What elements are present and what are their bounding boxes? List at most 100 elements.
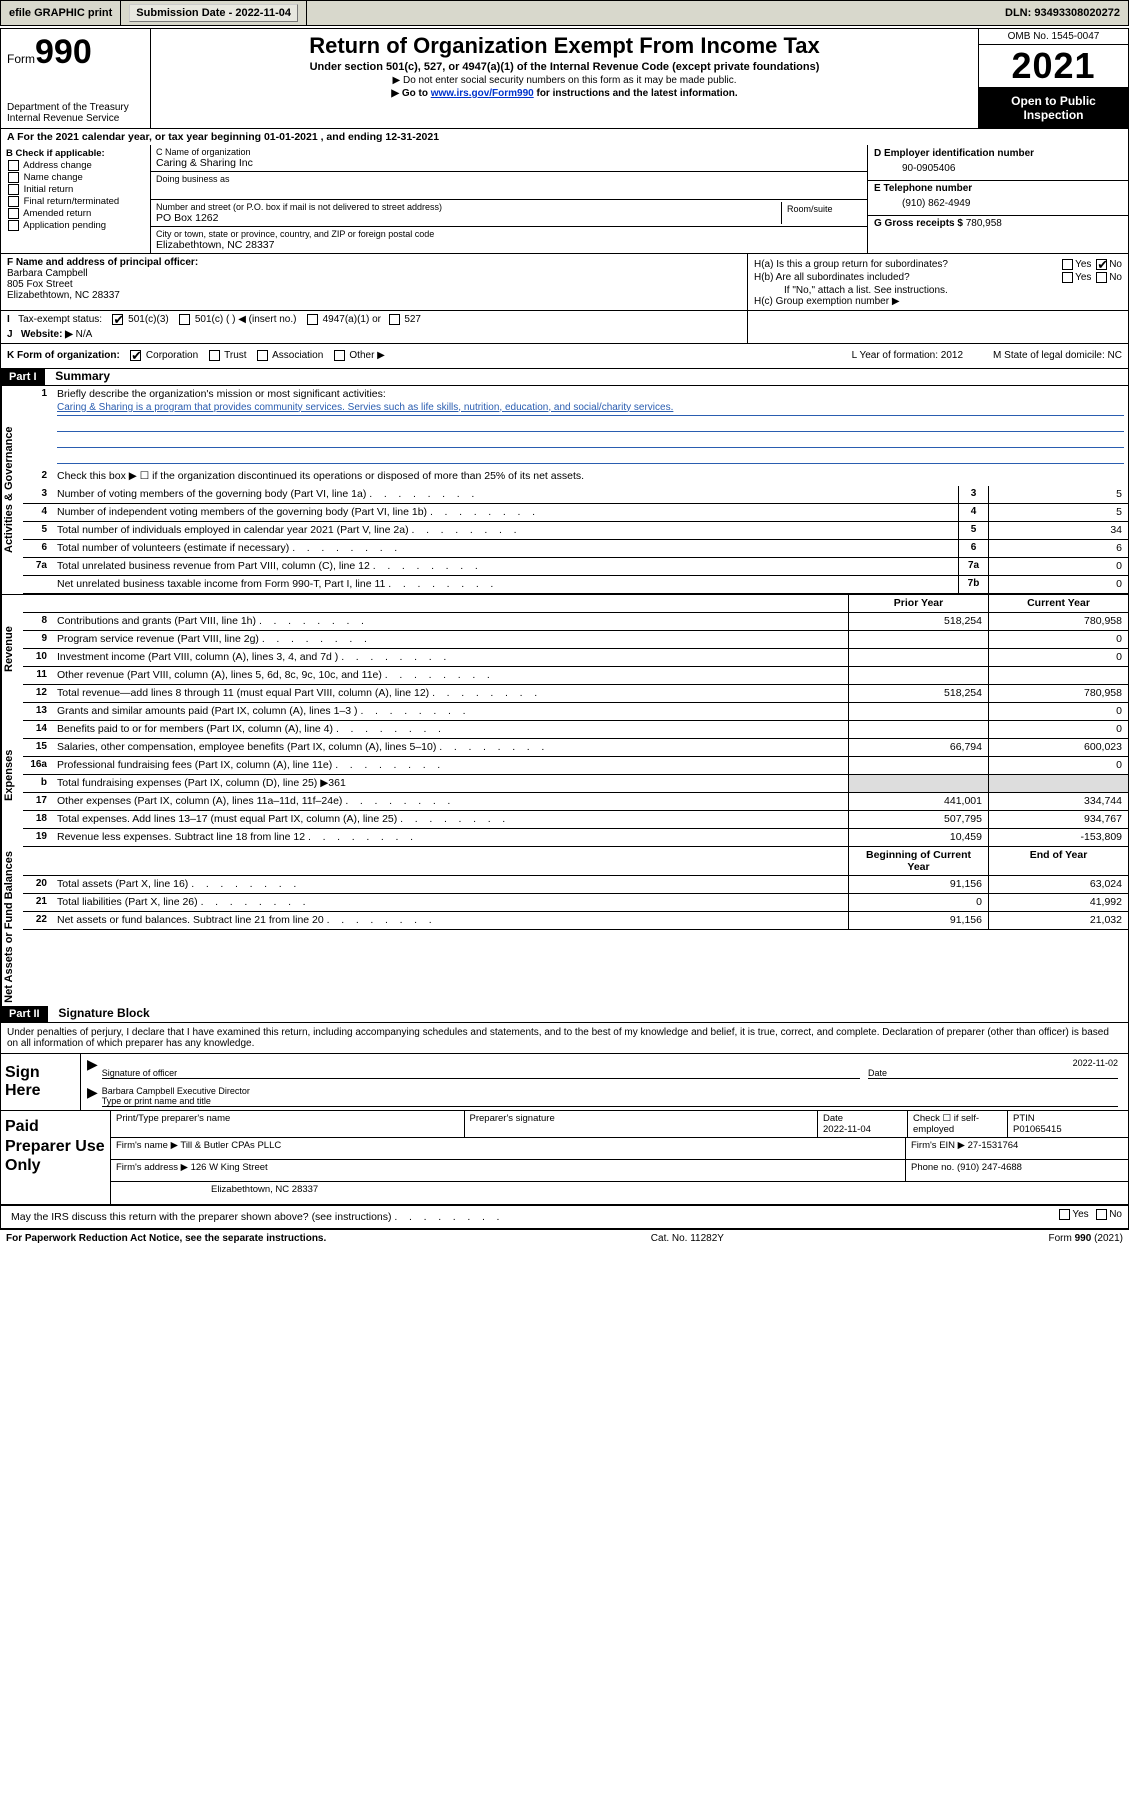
data-row: 16aProfessional fundraising fees (Part I… xyxy=(23,757,1128,775)
tax-year: 2021 xyxy=(979,45,1128,88)
dln: DLN: 93493308020272 xyxy=(997,1,1128,25)
summary-revenue: Revenue Prior Year Current Year 8Contrib… xyxy=(1,594,1128,703)
omb: OMB No. 1545-0047 xyxy=(979,29,1128,45)
topbar: efile GRAPHIC print Submission Date - 20… xyxy=(0,0,1129,26)
open-inspection: Open to Public Inspection xyxy=(979,88,1128,128)
arrow-icon: ▶ xyxy=(87,1056,98,1080)
data-row: 10Investment income (Part VIII, column (… xyxy=(23,649,1128,667)
footer-right: Form 990 (2021) xyxy=(1049,1233,1123,1244)
summary-netassets: Net Assets or Fund Balances Beginning of… xyxy=(1,847,1128,1007)
efile-label: efile GRAPHIC print xyxy=(1,1,121,25)
h-a: H(a) Is this a group return for subordin… xyxy=(754,259,1122,270)
e-label: E Telephone number xyxy=(874,183,1122,194)
vtab-governance: Activities & Governance xyxy=(1,386,23,594)
chk-address-change[interactable]: Address change xyxy=(6,160,145,171)
data-row: 17Other expenses (Part IX, column (A), l… xyxy=(23,793,1128,811)
part-i-header: Part I Summary xyxy=(1,369,1128,386)
prep-date: Date2022-11-04 xyxy=(818,1111,908,1137)
paid-preparer: Paid Preparer Use Only Print/Type prepar… xyxy=(1,1111,1128,1206)
gov-row: 3 Number of voting members of the govern… xyxy=(23,486,1128,504)
rev-header: Prior Year Current Year xyxy=(23,595,1128,613)
part-ii-header: Part II Signature Block xyxy=(1,1006,1128,1023)
h-c: H(c) Group exemption number ▶ xyxy=(754,296,1122,307)
submission-button[interactable]: Submission Date - 2022-11-04 xyxy=(129,4,298,22)
firm-name: Firm's name ▶ Till & Butler CPAs PLLC xyxy=(111,1138,906,1159)
subtitle: Under section 501(c), 527, or 4947(a)(1)… xyxy=(161,61,968,73)
chk-amended[interactable]: Amended return xyxy=(6,208,145,219)
form-header: Form990 Department of the Treasury Inter… xyxy=(1,29,1128,129)
form-title: Return of Organization Exempt From Incom… xyxy=(161,33,968,59)
col-d: D Employer identification number 90-0905… xyxy=(868,145,1128,253)
data-row: 21Total liabilities (Part X, line 26) 04… xyxy=(23,894,1128,912)
firm-ein: Firm's EIN ▶ 27-1531764 xyxy=(906,1138,1128,1159)
vtab-expenses: Expenses xyxy=(1,703,23,847)
c-dba: Doing business as xyxy=(151,172,867,200)
data-row: 19Revenue less expenses. Subtract line 1… xyxy=(23,829,1128,847)
data-row: 18Total expenses. Add lines 13–17 (must … xyxy=(23,811,1128,829)
chk-4947[interactable] xyxy=(307,314,318,325)
col-h: H(a) Is this a group return for subordin… xyxy=(748,254,1128,310)
prep-selfemp: Check ☐ if self-employed xyxy=(908,1111,1008,1137)
footer-mid: Cat. No. 11282Y xyxy=(651,1233,724,1244)
chk-501c[interactable] xyxy=(179,314,190,325)
vtab-revenue: Revenue xyxy=(1,595,23,703)
submission-cell: Submission Date - 2022-11-04 xyxy=(121,1,307,25)
c-city: City or town, state or province, country… xyxy=(151,227,867,253)
data-row: bTotal fundraising expenses (Part IX, co… xyxy=(23,775,1128,793)
irs-link[interactable]: www.irs.gov/Form990 xyxy=(431,88,534,99)
firm-addr2: Elizabethtown, NC 28337 xyxy=(111,1182,1128,1204)
data-row: 22Net assets or fund balances. Subtract … xyxy=(23,912,1128,930)
vtab-netassets: Net Assets or Fund Balances xyxy=(1,847,23,1007)
sig-name: Barbara Campbell Executive Director Type… xyxy=(102,1096,1118,1107)
chk-pending[interactable]: Application pending xyxy=(6,220,145,231)
irs: Internal Revenue Service xyxy=(7,113,144,124)
chk-assoc[interactable] xyxy=(257,350,268,361)
d-label: D Employer identification number xyxy=(874,148,1122,159)
chk-name-change[interactable]: Name change xyxy=(6,172,145,183)
arrow-icon: ▶ xyxy=(87,1084,98,1108)
data-row: 14Benefits paid to or for members (Part … xyxy=(23,721,1128,739)
data-row: 9Program service revenue (Part VIII, lin… xyxy=(23,631,1128,649)
sig-declaration: Under penalties of perjury, I declare th… xyxy=(1,1023,1128,1054)
block-bcd: B Check if applicable: Address change Na… xyxy=(1,145,1128,254)
sig-officer[interactable]: Signature of officer xyxy=(102,1068,860,1079)
h-b-note: If "No," attach a list. See instructions… xyxy=(754,285,1122,296)
data-row: 8Contributions and grants (Part VIII, li… xyxy=(23,613,1128,631)
data-row: 11Other revenue (Part VIII, column (A), … xyxy=(23,667,1128,685)
discuss-row: May the IRS discuss this return with the… xyxy=(1,1206,1128,1229)
footer-left: For Paperwork Reduction Act Notice, see … xyxy=(6,1233,326,1244)
data-row: 12Total revenue—add lines 8 through 11 (… xyxy=(23,685,1128,703)
b-header: B Check if applicable: xyxy=(6,148,145,159)
summary-governance: Activities & Governance 1 Briefly descri… xyxy=(1,386,1128,594)
gov-row: 5 Total number of individuals employed i… xyxy=(23,522,1128,540)
gov-row: 6 Total number of volunteers (estimate i… xyxy=(23,540,1128,558)
mission: Briefly describe the organization's miss… xyxy=(53,386,1128,468)
room-suite: Room/suite xyxy=(782,202,862,224)
gov-row: 4 Number of independent voting members o… xyxy=(23,504,1128,522)
col-f: F Name and address of principal officer:… xyxy=(1,254,748,310)
year-formation: L Year of formation: 2012 xyxy=(852,350,963,361)
gov-row: Net unrelated business taxable income fr… xyxy=(23,576,1128,594)
chk-trust[interactable] xyxy=(209,350,220,361)
ein: 90-0905406 xyxy=(874,159,1122,178)
header-left: Form990 Department of the Treasury Inter… xyxy=(1,29,151,128)
footer: For Paperwork Reduction Act Notice, see … xyxy=(0,1230,1129,1247)
chk-other[interactable] xyxy=(334,350,345,361)
line-k: K Form of organization: Corporation Trus… xyxy=(1,344,1128,368)
line-i: I Tax-exempt status: 501(c)(3) 501(c) ( … xyxy=(1,311,1128,344)
chk-527[interactable] xyxy=(389,314,400,325)
chk-corp[interactable] xyxy=(130,350,141,361)
chk-501c3[interactable] xyxy=(112,314,123,325)
chk-initial[interactable]: Initial return xyxy=(6,184,145,195)
h-b: H(b) Are all subordinates included? Yes … xyxy=(754,272,1122,283)
chk-final[interactable]: Final return/terminated xyxy=(6,196,145,207)
state-domicile: M State of legal domicile: NC xyxy=(993,350,1122,361)
prep-ptin: PTINP01065415 xyxy=(1008,1111,1128,1137)
gov-row: 7a Total unrelated business revenue from… xyxy=(23,558,1128,576)
data-row: 20Total assets (Part X, line 16) 91,1566… xyxy=(23,876,1128,894)
data-row: 15Salaries, other compensation, employee… xyxy=(23,739,1128,757)
prep-sig: Preparer's signature xyxy=(465,1111,819,1137)
sign-here: Sign Here ▶ Signature of officer 2022-11… xyxy=(1,1054,1128,1111)
data-row: 13Grants and similar amounts paid (Part … xyxy=(23,703,1128,721)
phone: (910) 862-4949 xyxy=(874,194,1122,213)
